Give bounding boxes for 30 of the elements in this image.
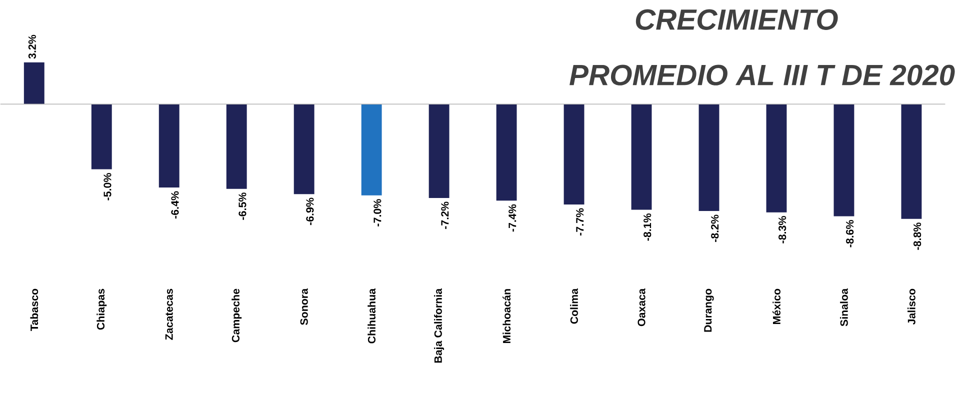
- x-tick-label: México: [772, 288, 780, 324]
- x-tick-label: Campeche: [232, 288, 242, 342]
- data-label: -6.9%: [306, 198, 314, 226]
- data-label: -8.2%: [711, 214, 719, 242]
- x-tick-label: Zacatecas: [165, 288, 173, 340]
- data-label: -7.2%: [441, 202, 449, 229]
- data-label: -8.8%: [914, 222, 922, 250]
- data-label: -6.5%: [238, 192, 246, 220]
- x-tick-label: Colima: [570, 288, 578, 324]
- x-tick-label: Jalisco: [908, 288, 916, 325]
- data-label: -8.1%: [644, 213, 652, 241]
- x-tick-label: Baja California: [434, 288, 444, 363]
- x-tick-label: Chihuahua: [368, 288, 376, 344]
- data-label: -5.0%: [104, 173, 112, 200]
- data-label: -7.7%: [576, 208, 584, 236]
- data-label: -6.4%: [171, 191, 179, 219]
- x-tick-label: Durango: [704, 288, 714, 332]
- chart-subtitle: PROMEDIO AL III T DE 2020: [570, 64, 955, 86]
- x-tick-label: Sinaloa: [840, 288, 848, 326]
- data-label: -8.6%: [846, 220, 854, 248]
- chart-title: CRECIMIENTO: [636, 9, 838, 30]
- data-label: -7.4%: [508, 204, 516, 232]
- x-tick-label: Michoacán: [502, 289, 511, 344]
- x-tick-label: Sonora: [300, 288, 308, 326]
- x-tick-label: Chiapas: [96, 288, 107, 330]
- data-label: -7.0%: [374, 199, 382, 226]
- x-tick-label: Oaxaca: [638, 288, 646, 326]
- data-label: 3.2%: [28, 34, 36, 59]
- data-label: -8.3%: [778, 216, 786, 244]
- x-tick-label: Tabasco: [30, 288, 38, 331]
